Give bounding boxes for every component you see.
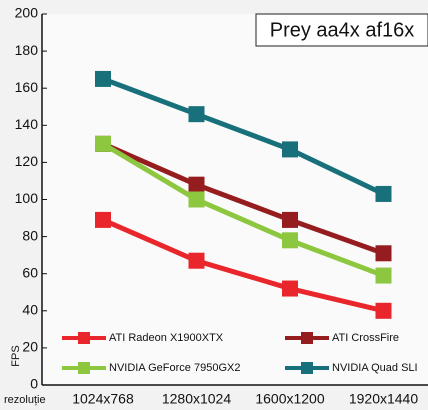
data-point	[375, 302, 392, 319]
y-tick-label: 160	[15, 79, 39, 95]
y-tick-label: 20	[22, 339, 38, 355]
series-line	[101, 217, 385, 314]
series-line	[102, 76, 385, 197]
data-point	[95, 211, 111, 228]
legend-marker	[78, 362, 90, 374]
y-tick-label: 60	[22, 264, 38, 280]
legend-label: ATI CrossFire	[332, 332, 399, 344]
data-point	[375, 185, 392, 202]
y-tick-label: 40	[22, 302, 38, 318]
data-point	[282, 211, 298, 228]
x-axis-label: rezoluție	[4, 394, 46, 406]
data-point	[188, 191, 205, 208]
data-point	[95, 135, 111, 152]
data-point	[188, 252, 205, 269]
series-line	[101, 141, 385, 278]
x-tick-label: 1024x768	[72, 391, 134, 407]
data-point	[188, 176, 205, 193]
legend-label: ATI Radeon X1900XTX	[109, 332, 224, 344]
data-point	[375, 245, 392, 262]
y-tick-label: 140	[15, 116, 39, 132]
y-tick-label: 180	[15, 42, 39, 58]
data-point	[188, 106, 205, 123]
data-point	[282, 232, 298, 249]
y-tick-label: 100	[15, 190, 39, 206]
y-tick-label: 120	[15, 153, 39, 169]
y-tick-label: 80	[22, 227, 38, 243]
y-tick-label: 200	[15, 5, 39, 21]
y-axis-label: FPS	[10, 345, 22, 366]
title-box	[255, 13, 428, 47]
data-point	[282, 280, 298, 297]
series-line	[101, 141, 385, 256]
data-point	[282, 141, 298, 158]
data-point	[95, 70, 111, 87]
data-point	[375, 267, 392, 284]
x-tick-label: 1600x1200	[255, 391, 325, 407]
chart-title: Prey aa4x af16x	[270, 19, 415, 41]
x-tick-label: 1920x1440	[349, 391, 419, 407]
y-tick-label: 0	[30, 376, 38, 392]
legend-marker	[78, 332, 90, 344]
legend-marker	[301, 332, 313, 344]
legend-label: NVIDIA Quad SLI	[332, 362, 418, 374]
legend-label: NVIDIA GeForce 7950GX2	[109, 362, 240, 374]
legend-marker	[301, 362, 313, 374]
x-tick-label: 1280x1024	[162, 391, 232, 407]
